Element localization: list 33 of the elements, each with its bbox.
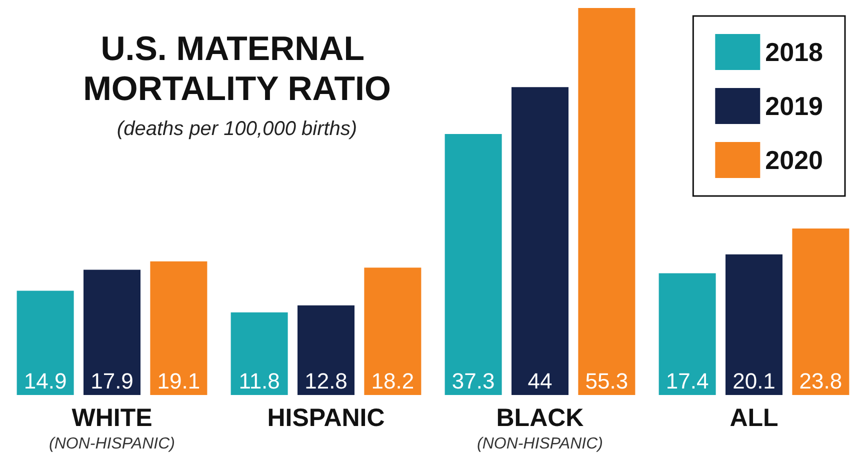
bar: [150, 261, 208, 395]
data-label: 18.2: [371, 368, 414, 394]
bar: [658, 273, 716, 395]
data-label: 55.3: [585, 368, 628, 394]
text: U.S. MATERNAL MORTALITY RATIO: [83, 30, 391, 108]
bar: [792, 228, 850, 395]
x-tick-label: ALL: [730, 404, 778, 432]
bar: [512, 87, 568, 395]
data-label: 44: [528, 368, 552, 394]
legend-label: 2020: [765, 145, 824, 175]
data-label: 37.3: [452, 368, 495, 394]
x-tick-label: WHITE (NON-HISPANIC): [49, 404, 175, 452]
data-label: 19.1: [157, 368, 200, 394]
legend-label: 2018: [765, 37, 824, 67]
bar: [364, 268, 422, 395]
bar: [444, 134, 502, 395]
bar: [578, 8, 636, 395]
bar: [726, 254, 782, 395]
bar: [84, 270, 140, 395]
data-label: 17.4: [666, 368, 709, 394]
data-label: 23.8: [799, 368, 842, 394]
text: (deaths per 100,000 births): [116, 118, 358, 140]
bar: [298, 305, 354, 395]
data-label: 12.8: [304, 368, 348, 394]
bar: [230, 312, 288, 395]
data-label: 14.9: [24, 368, 67, 394]
data-label: 17.9: [90, 368, 134, 394]
bar: [16, 290, 74, 395]
data-label: 11.8: [238, 368, 280, 394]
x-tick-label: HISPANIC: [267, 404, 385, 432]
data-label: 20.1: [732, 368, 776, 394]
x-tick-label: BLACK (NON-HISPANIC): [477, 404, 603, 452]
legend-label: 2019: [765, 91, 824, 121]
